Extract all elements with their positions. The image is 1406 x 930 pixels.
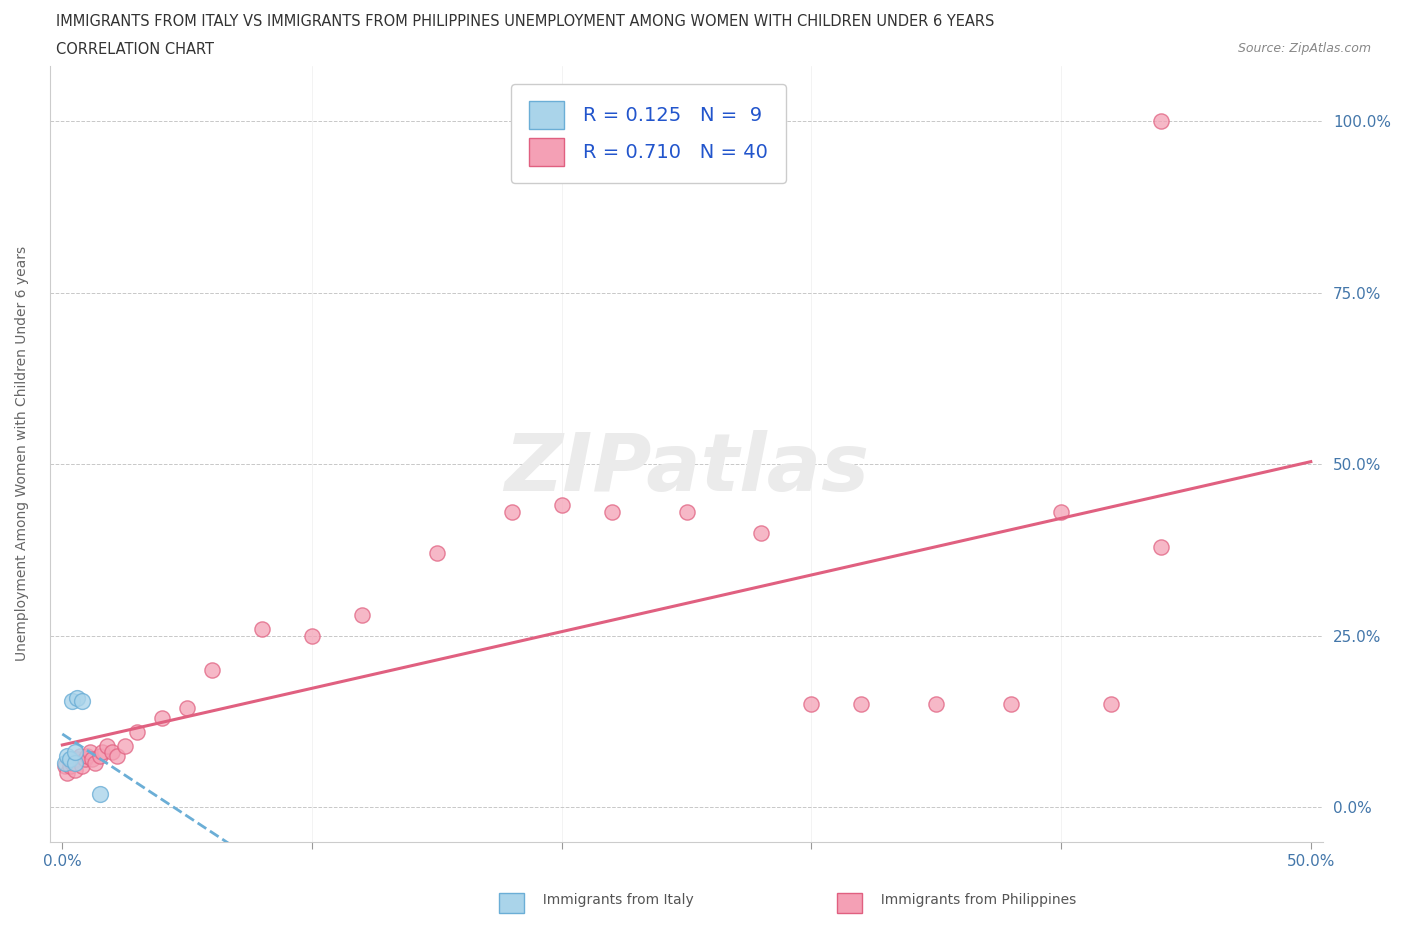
- Point: [150, 711, 173, 725]
- Point: [69, 749, 91, 764]
- Point: [96, 738, 118, 753]
- Legend: R = 0.125   N =  9, R = 0.710   N = 40: R = 0.125 N = 9, R = 0.710 N = 40: [512, 84, 786, 183]
- Point: [72, 694, 94, 709]
- Point: [53, 759, 76, 774]
- Point: [1050, 505, 1073, 520]
- Point: [91, 745, 114, 760]
- Point: [1099, 697, 1122, 711]
- Point: [925, 697, 948, 711]
- Text: CORRELATION CHART: CORRELATION CHART: [56, 42, 214, 57]
- Point: [66, 690, 89, 705]
- Point: [127, 724, 149, 739]
- Point: [76, 749, 98, 764]
- Point: [89, 749, 111, 764]
- Point: [675, 505, 697, 520]
- Point: [73, 751, 96, 766]
- Point: [114, 738, 136, 753]
- Point: [501, 505, 523, 520]
- Point: [89, 786, 111, 801]
- Point: [800, 697, 823, 711]
- Point: [63, 763, 86, 777]
- Point: [1000, 697, 1022, 711]
- Point: [426, 546, 449, 561]
- Point: [751, 525, 773, 540]
- Point: [83, 755, 105, 770]
- Point: [201, 663, 224, 678]
- Text: Immigrants from Italy: Immigrants from Italy: [534, 893, 695, 907]
- Text: Source: ZipAtlas.com: Source: ZipAtlas.com: [1237, 42, 1371, 55]
- Point: [60, 694, 83, 709]
- Point: [551, 498, 574, 512]
- Y-axis label: Unemployment Among Women with Children Under 6 years: Unemployment Among Women with Children U…: [15, 246, 30, 661]
- Point: [82, 751, 104, 766]
- Text: Immigrants from Philippines: Immigrants from Philippines: [872, 893, 1076, 907]
- Point: [56, 765, 79, 780]
- Point: [301, 629, 323, 644]
- Text: IMMIGRANTS FROM ITALY VS IMMIGRANTS FROM PHILIPPINES UNEMPLOYMENT AMONG WOMEN WI: IMMIGRANTS FROM ITALY VS IMMIGRANTS FROM…: [56, 14, 994, 29]
- Point: [53, 755, 76, 770]
- Point: [350, 608, 373, 623]
- Point: [72, 759, 94, 774]
- Point: [1150, 113, 1173, 128]
- Text: ZIPatlas: ZIPatlas: [505, 431, 869, 509]
- Point: [105, 749, 128, 764]
- Point: [851, 697, 873, 711]
- Point: [63, 745, 86, 760]
- Point: [59, 751, 82, 766]
- Point: [101, 745, 124, 760]
- Point: [176, 700, 198, 715]
- Point: [56, 749, 79, 764]
- Point: [250, 621, 273, 636]
- Point: [60, 755, 83, 770]
- Point: [1150, 539, 1173, 554]
- Point: [600, 505, 623, 520]
- Point: [79, 745, 101, 760]
- Point: [63, 755, 86, 770]
- Point: [66, 751, 89, 766]
- Point: [59, 759, 82, 774]
